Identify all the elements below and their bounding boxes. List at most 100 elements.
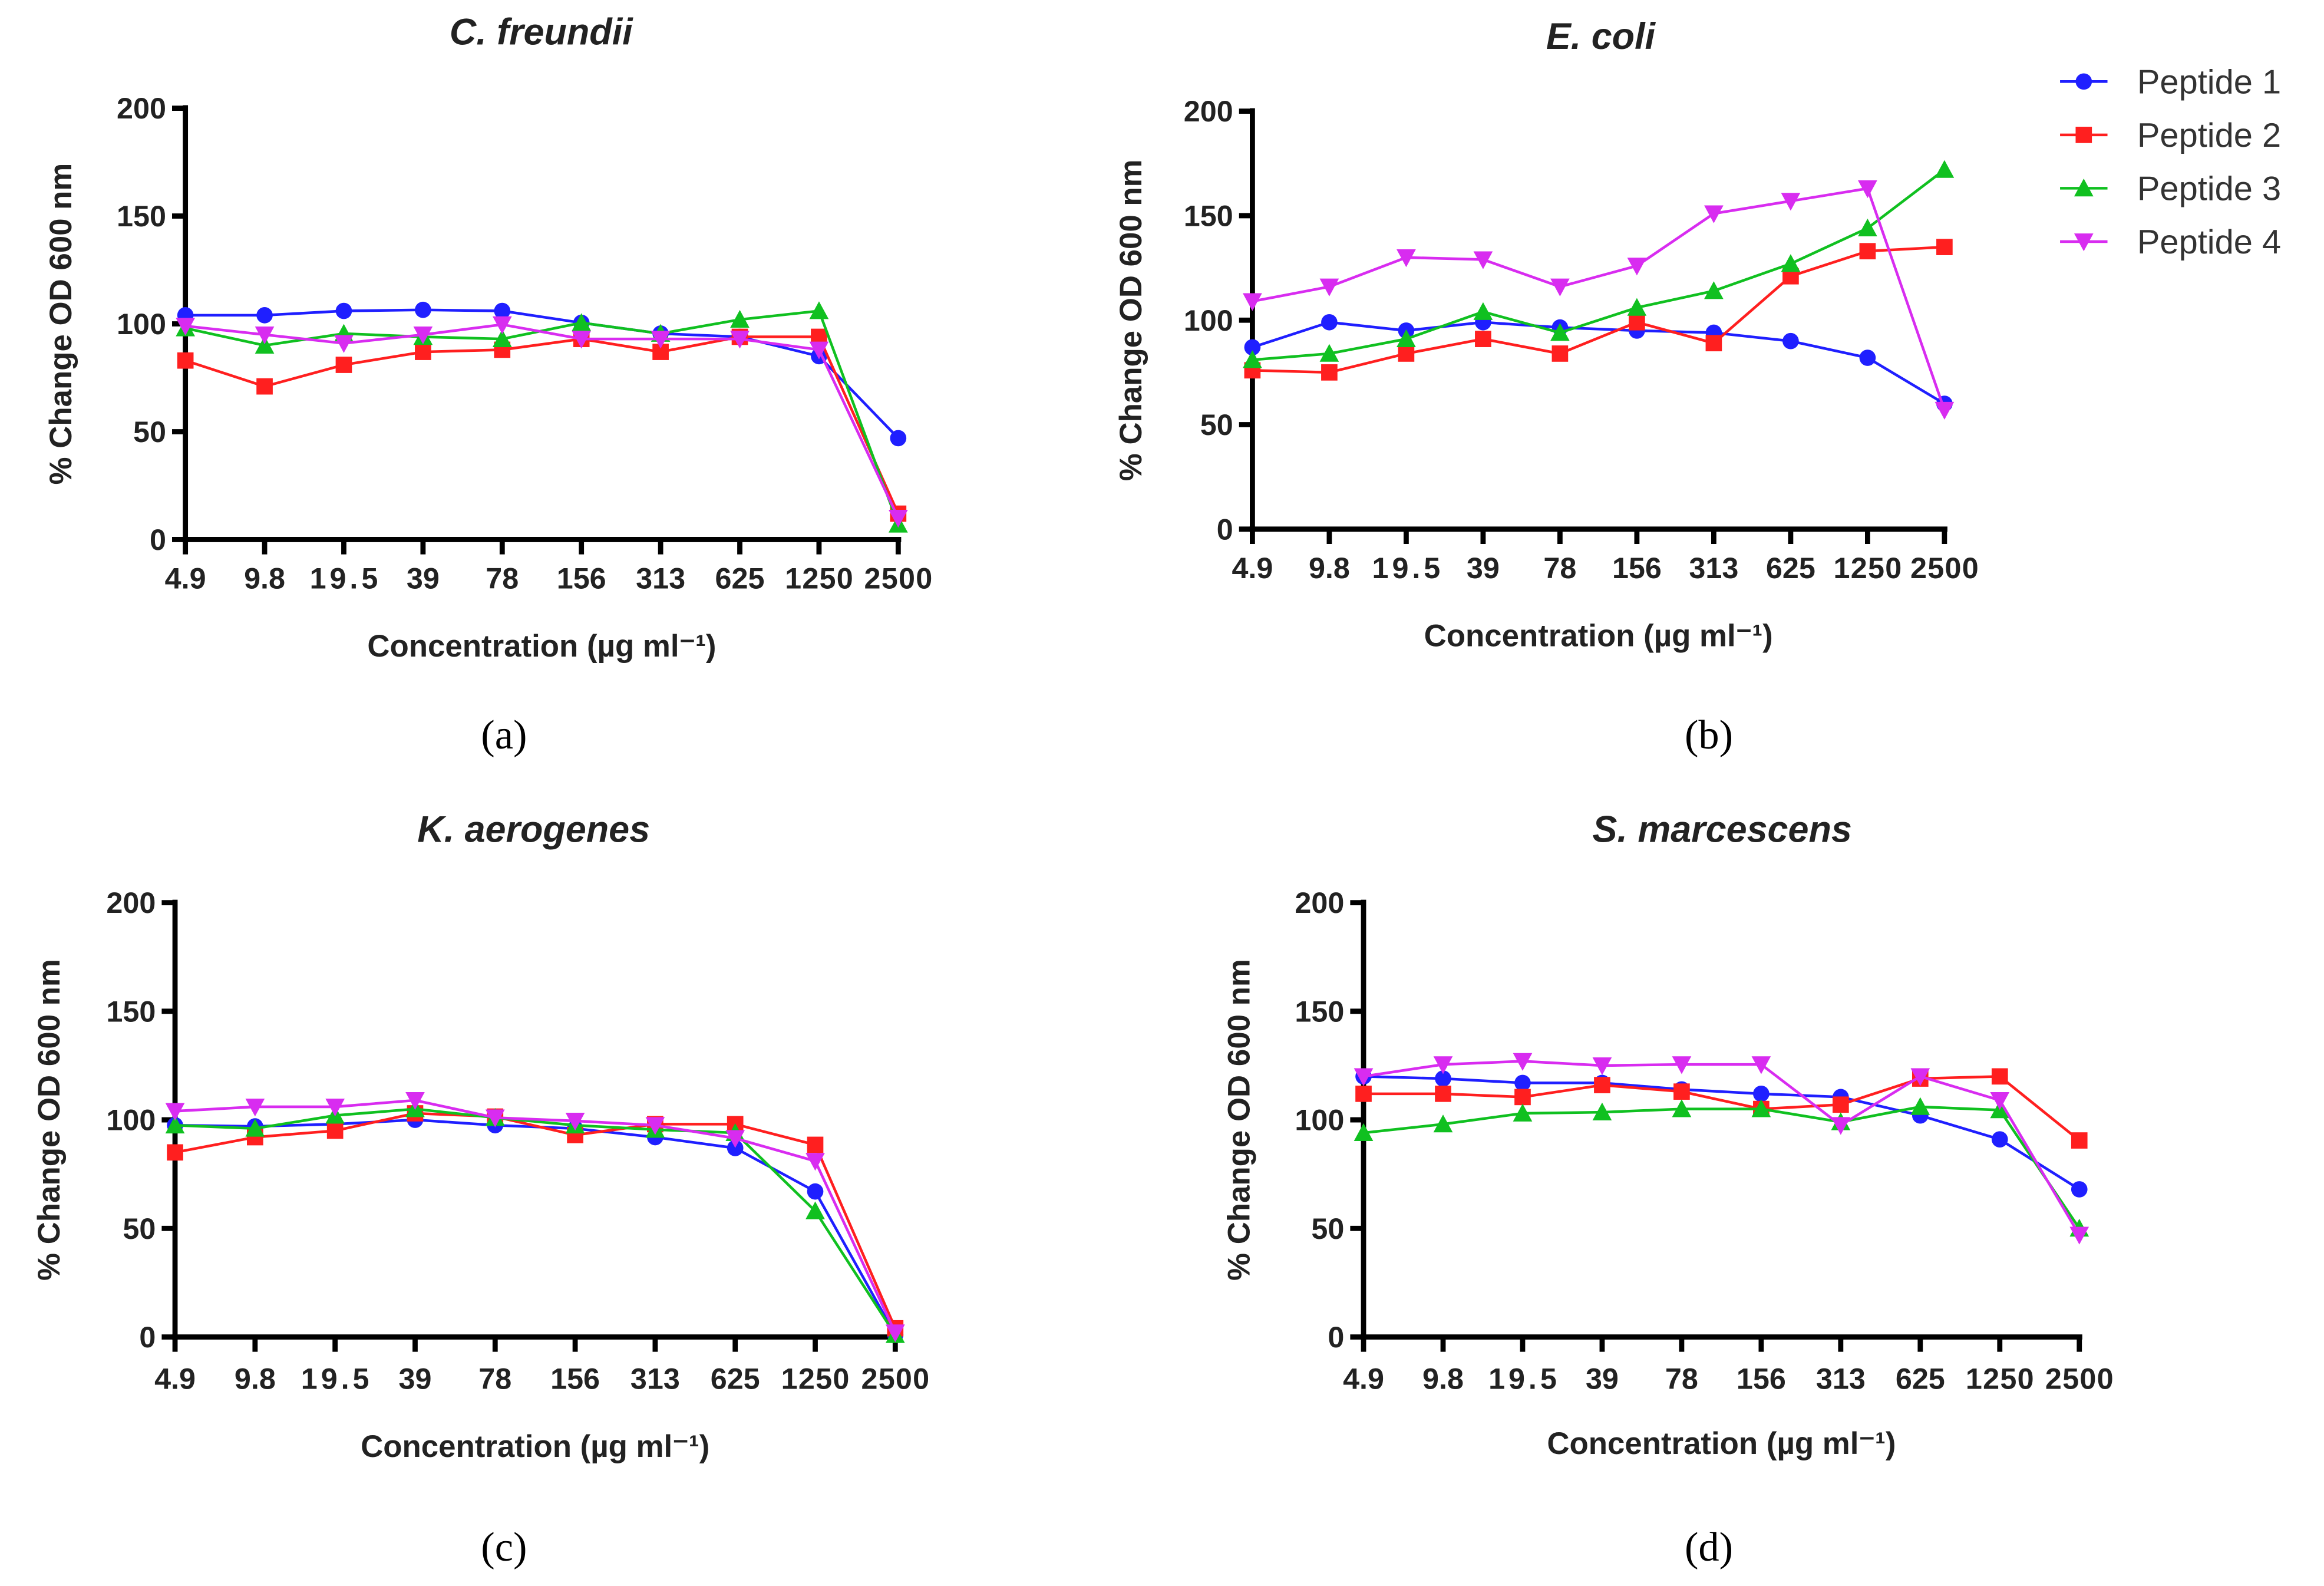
data-point	[494, 302, 511, 319]
data-point	[1433, 1115, 1453, 1133]
data-point	[727, 1140, 744, 1156]
chart-title: S. marcescens	[1592, 809, 1851, 850]
data-point	[415, 301, 431, 318]
panel-label: (c)	[481, 1524, 527, 1570]
data-point	[335, 357, 352, 373]
legend-label: Peptide 4	[2137, 223, 2281, 261]
data-point	[1244, 339, 1261, 356]
x-tick-label: 625	[715, 561, 765, 595]
data-point	[725, 1130, 745, 1148]
panel-label: (b)	[1685, 712, 1733, 758]
data-point	[1551, 345, 1569, 362]
data-point	[1672, 1099, 1692, 1117]
series-line	[1363, 1105, 2081, 1229]
series-line	[184, 335, 900, 515]
data-point	[1475, 331, 1491, 347]
data-point	[1433, 1056, 1453, 1074]
legend-entry: Peptide 3	[2060, 170, 2281, 208]
data-point	[2069, 1226, 2089, 1245]
legend-label: Peptide 1	[2137, 63, 2281, 101]
chart-panel-c: K. aerogenes 0 50 100 150 200 4.9 9.8 19.5 39 78 15…	[32, 809, 929, 1570]
data-point	[1319, 278, 1339, 296]
x-tick-label: 39	[1467, 551, 1500, 585]
data-point	[1753, 1086, 1770, 1102]
series-peptide-2	[1244, 239, 1953, 381]
x-tick-label: 313	[1689, 551, 1738, 585]
data-point	[255, 335, 275, 354]
legend-label: Peptide 3	[2137, 170, 2281, 208]
data-point	[1831, 1117, 1851, 1135]
data-point	[1672, 1056, 1692, 1074]
series-line	[1364, 1075, 2081, 1142]
data-point	[1473, 251, 1493, 269]
data-point	[1319, 344, 1339, 362]
y-tick-label: 50	[1311, 1212, 1344, 1245]
data-point	[326, 1122, 344, 1139]
series-line	[1252, 187, 1946, 411]
panel-label: (d)	[1685, 1524, 1733, 1570]
x-tick-label: 4.9	[1343, 1362, 1384, 1396]
legend-marker-circle	[2075, 73, 2092, 90]
y-tick-label: 150	[117, 199, 166, 233]
data-point	[565, 1113, 585, 1131]
x-tick-label: 313	[1816, 1362, 1866, 1396]
data-point	[645, 1117, 665, 1135]
y-tick-label: 50	[1200, 408, 1233, 441]
data-point	[1354, 1123, 1374, 1141]
y-tick-label: 200	[106, 886, 156, 919]
data-point	[807, 1183, 824, 1200]
data-point	[885, 1324, 905, 1343]
data-point	[492, 329, 512, 347]
data-point	[165, 1103, 185, 1121]
y-axis-label: % Change OD 600 nm	[44, 163, 78, 485]
data-point	[1751, 1056, 1771, 1074]
legend-marker-triangle-up	[2074, 179, 2094, 197]
data-point	[256, 378, 273, 395]
series-line	[174, 1107, 897, 1336]
y-tick-label: 0	[1328, 1320, 1344, 1354]
x-tick-label: 9.8	[1422, 1362, 1464, 1396]
x-tick-label: 9.8	[244, 561, 285, 595]
data-point	[1243, 293, 1262, 311]
data-point	[1627, 298, 1647, 316]
data-point	[890, 430, 907, 447]
data-point	[807, 1136, 824, 1153]
series-peptide-4	[1354, 1053, 2089, 1245]
data-point	[1321, 314, 1338, 331]
y-tick-label: 100	[1295, 1103, 1344, 1137]
data-point	[1858, 218, 1877, 237]
data-point	[1991, 1131, 2008, 1148]
data-point	[1594, 1077, 1610, 1093]
y-tick-label: 200	[1184, 94, 1233, 128]
x-tick-label: 9.8	[1309, 551, 1350, 585]
x-tick-label: 2500	[2045, 1362, 2114, 1396]
data-point	[1991, 1068, 2008, 1085]
data-point	[177, 352, 194, 369]
series-line	[1252, 321, 1946, 405]
series-peptide-4	[165, 1092, 905, 1343]
data-point	[492, 316, 512, 334]
y-tick-label: 100	[1184, 304, 1233, 337]
series-line	[185, 308, 899, 440]
data-point	[1592, 1057, 1612, 1076]
series-peptide-1	[177, 301, 907, 447]
data-point	[1629, 314, 1645, 331]
data-point	[1704, 205, 1724, 223]
chart-title: K. aerogenes	[417, 809, 650, 850]
chart-title: C. freundii	[450, 11, 633, 52]
data-point	[1397, 249, 1416, 268]
data-point	[415, 344, 431, 360]
data-point	[1705, 335, 1722, 352]
series-peptide-4	[1243, 180, 1955, 420]
y-tick-label: 50	[123, 1212, 156, 1245]
series-line	[1363, 1060, 2081, 1236]
chart-title: E. coli	[1546, 16, 1656, 57]
data-point	[730, 309, 750, 328]
x-tick-label: 19.5	[1488, 1362, 1557, 1396]
x-tick-label: 1250	[785, 561, 853, 595]
legend-marker-triangle-down	[2074, 233, 2094, 252]
x-tick-label: 39	[1586, 1362, 1619, 1396]
data-point	[1627, 258, 1647, 276]
data-point	[256, 307, 273, 324]
